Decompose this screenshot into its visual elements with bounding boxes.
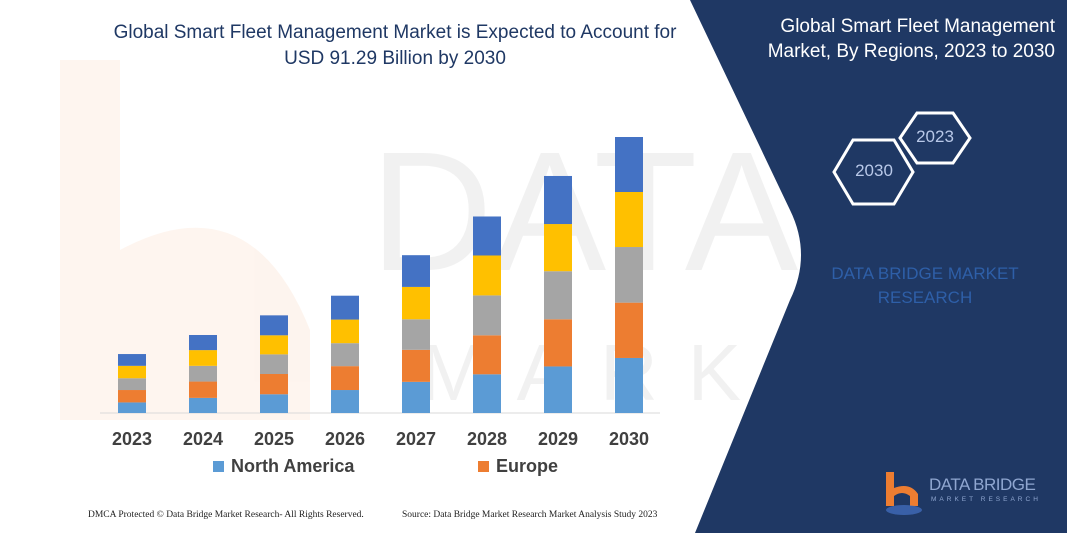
bar-segment-2027-series-2 bbox=[402, 319, 430, 350]
bar-segment-2027-series-3 bbox=[402, 286, 430, 320]
bar-segment-2030-series-4 bbox=[615, 137, 643, 192]
bars bbox=[118, 137, 643, 413]
bar-segment-2025-series-3 bbox=[260, 335, 288, 355]
bar-segment-2030-series-1 bbox=[615, 302, 643, 358]
x-tick-label: 2025 bbox=[253, 429, 295, 449]
bar-segment-2026-series-2 bbox=[331, 343, 359, 367]
logo-title: DATA BRIDGE bbox=[929, 475, 1036, 494]
bar-segment-2024-series-2 bbox=[189, 365, 217, 382]
hex-label-2030: 2030 bbox=[855, 161, 893, 180]
hexagon-2030 bbox=[832, 138, 915, 206]
right-panel bbox=[690, 0, 1067, 533]
panel-title: Global Smart Fleet Management Market, By… bbox=[767, 16, 1055, 62]
bar-segment-2024-series-1 bbox=[189, 381, 217, 398]
bar-segment-2028-series-0 bbox=[473, 374, 501, 413]
bar-segment-2027-series-4 bbox=[402, 255, 430, 287]
bar-segment-2024-series-0 bbox=[189, 397, 217, 413]
x-tick-label: 2030 bbox=[608, 429, 650, 449]
x-tick-label: 2023 bbox=[111, 429, 153, 449]
bar-segment-2025-series-4 bbox=[260, 315, 288, 336]
bar-segment-2023-series-4 bbox=[118, 354, 146, 366]
bar-segment-2029-series-3 bbox=[544, 224, 572, 272]
x-tick-label: 2028 bbox=[466, 429, 508, 449]
hex-label-2023: 2023 bbox=[916, 127, 954, 146]
bar-segment-2029-series-1 bbox=[544, 319, 572, 367]
bar-segment-2024-series-4 bbox=[189, 334, 217, 351]
bar-segment-2030-series-2 bbox=[615, 247, 643, 303]
bar-segment-2027-series-0 bbox=[402, 381, 430, 413]
legend-item-north-america: North America bbox=[213, 456, 354, 477]
bar-segment-2030-series-0 bbox=[615, 357, 643, 413]
panel-watermark-text: DATA BRIDGE MARKET RESEARCH bbox=[831, 264, 1019, 307]
bar-segment-2026-series-4 bbox=[331, 295, 359, 320]
bar-segment-2023-series-3 bbox=[118, 365, 146, 379]
logo-subtitle: MARKET RESEARCH bbox=[931, 496, 1041, 503]
bar-segment-2023-series-1 bbox=[118, 390, 146, 403]
x-tick-label: 2029 bbox=[537, 429, 579, 449]
legend-swatch bbox=[213, 461, 224, 472]
bar-segment-2025-series-0 bbox=[260, 394, 288, 413]
bar-segment-2028-series-1 bbox=[473, 335, 501, 375]
footer-copyright: DMCA Protected © Data Bridge Market Rese… bbox=[88, 510, 364, 520]
bar-segment-2024-series-3 bbox=[189, 350, 217, 366]
bar-segment-2030-series-3 bbox=[615, 191, 643, 248]
bar-segment-2029-series-4 bbox=[544, 175, 572, 225]
bar-segment-2025-series-1 bbox=[260, 373, 288, 395]
bar-segment-2028-series-2 bbox=[473, 295, 501, 336]
bar-segment-2026-series-3 bbox=[331, 319, 359, 344]
bar-segment-2028-series-3 bbox=[473, 255, 501, 296]
bar-segment-2026-series-0 bbox=[331, 390, 359, 413]
legend-swatch bbox=[478, 461, 489, 472]
x-tick-label: 2024 bbox=[182, 429, 224, 449]
x-tick-label: 2027 bbox=[395, 429, 437, 449]
data-bridge-logo-icon bbox=[886, 472, 922, 515]
legend-item-europe: Europe bbox=[478, 456, 558, 477]
bar-segment-2029-series-2 bbox=[544, 271, 572, 320]
bar-segment-2023-series-0 bbox=[118, 402, 146, 413]
bar-segment-2026-series-1 bbox=[331, 366, 359, 391]
x-tick-label: 2026 bbox=[324, 429, 366, 449]
legend-label: North America bbox=[231, 456, 355, 476]
legend-label: Europe bbox=[496, 456, 559, 476]
bar-segment-2027-series-1 bbox=[402, 349, 430, 382]
footer-source: Source: Data Bridge Market Research Mark… bbox=[402, 510, 658, 520]
bar-segment-2023-series-2 bbox=[118, 378, 146, 391]
bar-segment-2028-series-4 bbox=[473, 216, 501, 256]
bar-segment-2029-series-0 bbox=[544, 366, 572, 413]
hexagon-2023 bbox=[898, 111, 972, 165]
chart-title: Global Smart Fleet Management Market is … bbox=[113, 22, 677, 69]
bar-segment-2025-series-2 bbox=[260, 354, 288, 374]
